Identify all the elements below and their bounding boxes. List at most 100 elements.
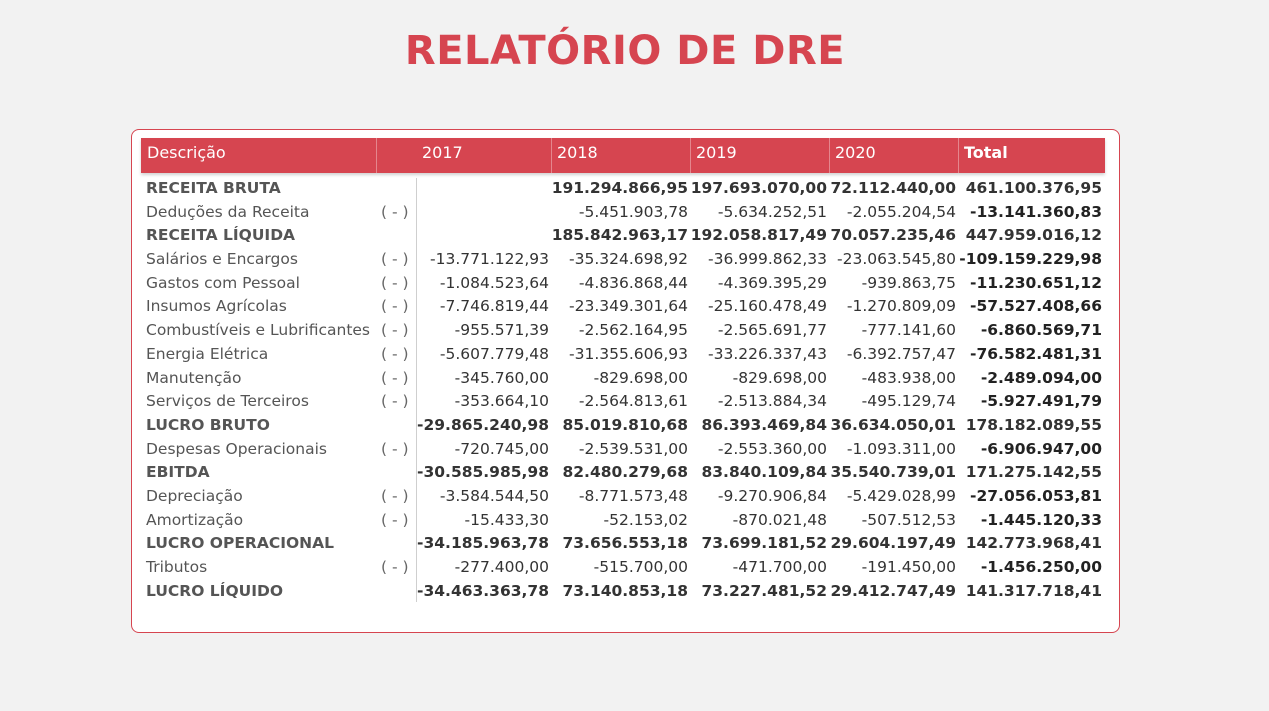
table-row[interactable]: LUCRO OPERACIONAL -34.185.963,78 73.656.55…	[141, 532, 1105, 556]
cell-2019: -2.513.884,34	[717, 392, 827, 411]
cell-total: -57.527.408,66	[970, 297, 1102, 316]
cell-2017: -7.746.819,44	[439, 297, 549, 316]
cell-total: -1.456.250,00	[980, 558, 1102, 576]
cell-2019: 73.227.481,52	[701, 581, 827, 600]
cell-2018: -515.700,00	[593, 558, 688, 576]
cell-2019: 192.058.817,49	[690, 226, 827, 245]
cell-total: -11.230.651,12	[970, 273, 1102, 292]
cell-2020: -939.863,75	[861, 273, 956, 292]
row-description: Amortização	[146, 510, 244, 529]
cell-2018: 85.019.810,68	[562, 415, 688, 434]
cell-total: -27.056.053,81	[970, 486, 1102, 505]
table-row[interactable]: Despesas Operacionais ( - ) -720.745,00 -2.…	[141, 438, 1105, 462]
cell-2017: -29.865.240,98	[417, 415, 549, 434]
dre-report-card: Descrição 2017 2018 2019 2020 Total RECE…	[131, 129, 1120, 633]
cell-2020: 29.412.747,49	[830, 581, 956, 600]
cell-2020: -191.450,00	[861, 558, 956, 576]
cell-2019: -829.698,00	[732, 368, 827, 387]
column-divider	[958, 138, 959, 173]
row-description: LUCRO LÍQUIDO	[146, 581, 284, 600]
cell-2019: -4.369.395,29	[717, 273, 827, 292]
row-description: Manutenção	[146, 368, 242, 387]
table-row[interactable]: LUCRO BRUTO -29.865.240,98 85.019.810,68 86…	[141, 414, 1105, 438]
cell-2019: 73.699.181,52	[701, 534, 827, 553]
column-divider	[376, 138, 377, 173]
cell-2018: -52.153,02	[603, 510, 688, 529]
table-row[interactable]: RECEITA BRUTA 191.294.866,95 197.693.070,0…	[141, 177, 1105, 201]
row-operator: ( - )	[381, 510, 409, 529]
table-row[interactable]: Deduções da Receita ( - ) -5.451.903,78 -5.…	[141, 201, 1105, 225]
cell-2018: -31.355.606,93	[569, 344, 688, 363]
row-operator: ( - )	[381, 273, 409, 292]
column-header-total[interactable]: Total	[964, 143, 1008, 162]
cell-2018: -5.451.903,78	[578, 202, 688, 221]
row-operator: ( - )	[381, 558, 409, 576]
table-row[interactable]: Amortização ( - ) -15.433,30 -52.153,02 -870…	[141, 509, 1105, 533]
cell-total: -6.906.947,00	[980, 439, 1102, 458]
row-description: EBITDA	[146, 463, 210, 482]
row-operator: ( - )	[381, 250, 409, 269]
cell-2020: 35.540.739,01	[830, 463, 956, 482]
row-description: Combustíveis e Lubrificantes	[146, 321, 371, 340]
table-row[interactable]: Salários e Encargos ( - ) -13.771.122,93 -3…	[141, 248, 1105, 272]
table-row[interactable]: RECEITA LÍQUIDA 185.842.963,17 192.058.817…	[141, 224, 1105, 248]
cell-2020: -507.512,53	[861, 510, 956, 529]
cell-2020: -1.270.809,09	[846, 297, 956, 316]
row-description: Gastos com Pessoal	[146, 273, 300, 292]
table-row[interactable]: Combustíveis e Lubrificantes ( - ) -955.57…	[141, 319, 1105, 343]
cell-total: 141.317.718,41	[965, 581, 1102, 600]
cell-total: -76.582.481,31	[970, 344, 1102, 363]
cell-2019: -2.553.360,00	[717, 439, 827, 458]
cell-2018: -4.836.868,44	[578, 273, 688, 292]
table-row[interactable]: Gastos com Pessoal ( - ) -1.084.523,64 -4.8…	[141, 272, 1105, 296]
cell-2017: -955.571,39	[454, 321, 549, 340]
row-description: Salários e Encargos	[146, 250, 298, 269]
cell-2020: -5.429.028,99	[846, 486, 956, 505]
cell-total: 142.773.968,41	[965, 534, 1102, 553]
cell-total: -2.489.094,00	[980, 368, 1102, 387]
cell-2017: -345.760,00	[454, 368, 549, 387]
cell-2017: -5.607.779,48	[439, 344, 549, 363]
row-description: Tributos	[146, 558, 208, 576]
table-row[interactable]: EBITDA -30.585.985,98 82.480.279,68 83.840.…	[141, 461, 1105, 485]
cell-2019: -33.226.337,43	[708, 344, 827, 363]
cell-total: -1.445.120,33	[980, 510, 1102, 529]
cell-2017: -34.463.363,78	[417, 581, 549, 600]
table-row[interactable]: Tributos ( - ) -277.400,00 -515.700,00 -471.…	[141, 556, 1105, 580]
column-header-descricao[interactable]: Descrição	[147, 143, 226, 162]
cell-total: -6.860.569,71	[980, 321, 1102, 340]
row-operator: ( - )	[381, 202, 409, 221]
cell-2017: -3.584.544,50	[439, 486, 549, 505]
cell-2019: -9.270.906,84	[717, 486, 827, 505]
table-body: RECEITA BRUTA 191.294.866,95 197.693.070,0…	[141, 177, 1105, 603]
table-row[interactable]: Insumos Agrícolas ( - ) -7.746.819,44 -23.3…	[141, 295, 1105, 319]
cell-2019: 86.393.469,84	[701, 415, 827, 434]
row-description: RECEITA BRUTA	[146, 179, 281, 197]
column-header-2017[interactable]: 2017	[422, 143, 463, 162]
cell-2019: 197.693.070,00	[690, 179, 827, 197]
column-header-2019[interactable]: 2019	[696, 143, 737, 162]
cell-2018: -2.562.164,95	[578, 321, 688, 340]
cell-2017: -1.084.523,64	[439, 273, 549, 292]
table-row[interactable]: LUCRO LÍQUIDO -34.463.363,78 73.140.853,18…	[141, 580, 1105, 604]
table-row[interactable]: Energia Elétrica ( - ) -5.607.779,48 -31.35…	[141, 343, 1105, 367]
table-row[interactable]: Serviços de Terceiros ( - ) -353.664,10 -2.…	[141, 390, 1105, 414]
column-header-2020[interactable]: 2020	[835, 143, 876, 162]
row-operator: ( - )	[381, 368, 409, 387]
column-header-2018[interactable]: 2018	[557, 143, 598, 162]
row-description: Insumos Agrícolas	[146, 297, 287, 316]
cell-2018: -23.349.301,64	[569, 297, 688, 316]
table-row[interactable]: Manutenção ( - ) -345.760,00 -829.698,00 -82…	[141, 367, 1105, 391]
table-row[interactable]: Depreciação ( - ) -3.584.544,50 -8.771.573,…	[141, 485, 1105, 509]
column-divider	[690, 138, 691, 173]
column-divider	[551, 138, 552, 173]
cell-2019: -5.634.252,51	[717, 202, 827, 221]
cell-2020: -777.141,60	[861, 321, 956, 340]
cell-total: 461.100.376,95	[965, 179, 1102, 197]
cell-2017: -15.433,30	[464, 510, 549, 529]
row-description: Depreciação	[146, 486, 243, 505]
cell-2018: 73.140.853,18	[562, 581, 688, 600]
cell-2020: 72.112.440,00	[830, 179, 956, 197]
cell-2018: 185.842.963,17	[551, 226, 688, 245]
row-operator: ( - )	[381, 321, 409, 340]
